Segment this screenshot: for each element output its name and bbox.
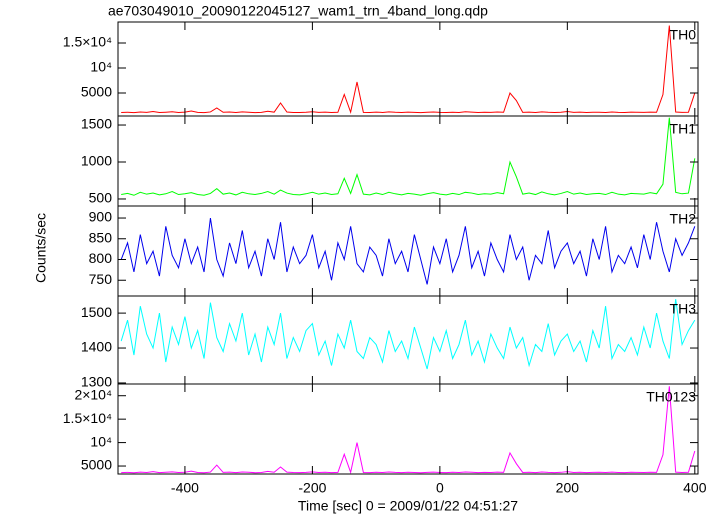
y-tick-label: 1500: [81, 304, 112, 320]
y-axis-label: Counts/sec: [33, 213, 49, 283]
chart-title: ae703049010_20090122045127_wam1_trn_4ban…: [108, 3, 488, 19]
x-tick-label: 200: [556, 480, 580, 496]
series-line: [121, 117, 696, 196]
y-tick-label: 2×10⁴: [74, 386, 112, 402]
series-line: [120, 299, 696, 370]
y-tick-label: 750: [89, 271, 113, 287]
y-tick-label: 1.5×10⁴: [63, 410, 112, 426]
y-tick-label: 800: [89, 250, 113, 266]
x-tick-label: -400: [171, 480, 199, 496]
legend-label: TH0123: [646, 389, 696, 405]
legend-label: TH3: [670, 301, 697, 317]
legend-label: TH2: [670, 211, 697, 227]
panel-frame: [117, 21, 699, 117]
x-tick-label: -200: [298, 480, 326, 496]
y-tick-label: 5000: [81, 84, 112, 100]
y-tick-label: 1500: [81, 116, 112, 132]
series-line: [120, 217, 696, 285]
series-line: [121, 25, 696, 115]
series-line: [121, 386, 696, 474]
y-tick-label: 850: [89, 229, 113, 245]
panel-frame: [117, 205, 699, 297]
y-tick-label: 1.5×10⁴: [63, 34, 112, 50]
y-tick-label: 10⁴: [90, 59, 112, 75]
y-tick-label: 10⁴: [90, 433, 112, 449]
y-tick-label: 900: [89, 209, 113, 225]
y-tick-label: 500: [89, 190, 113, 206]
x-tick-label: 0: [436, 480, 444, 496]
legend-label: TH1: [670, 121, 697, 137]
legend-label: TH0: [670, 27, 697, 43]
y-tick-label: 1000: [81, 153, 112, 169]
y-tick-label: 1400: [81, 339, 112, 355]
panel-frame: [117, 383, 699, 475]
panel-frame: [117, 295, 699, 385]
x-tick-label: 400: [683, 480, 707, 496]
y-tick-label: 1300: [81, 374, 112, 390]
x-axis-label: Time [sec] 0 = 2009/01/22 04:51:27: [298, 498, 518, 514]
y-tick-label: 5000: [81, 457, 112, 473]
